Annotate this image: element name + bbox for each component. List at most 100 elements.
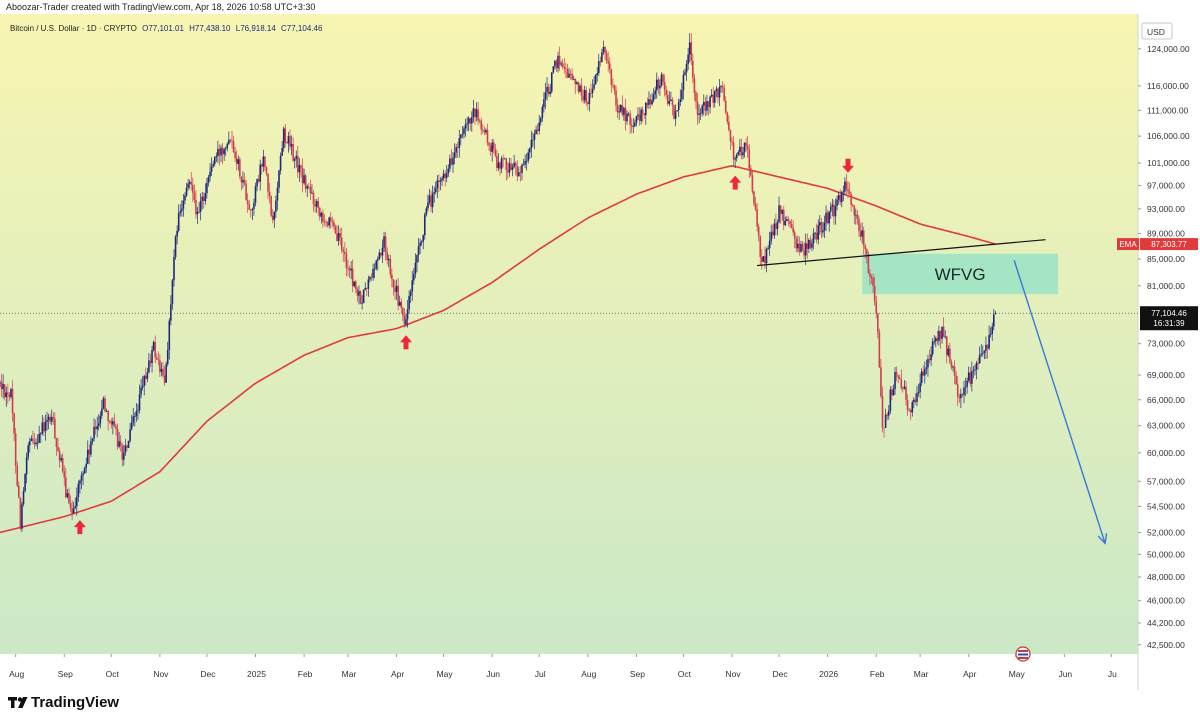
candle [481,124,484,134]
candle [91,438,94,445]
candle [723,83,725,102]
candle [96,416,98,438]
candle [524,154,526,169]
candle [626,110,628,125]
candle [301,158,304,193]
candle [497,153,500,171]
candle [231,130,233,149]
candle [141,376,144,391]
price-tick-label: 44,200.00 [1147,618,1185,628]
candle [105,408,108,413]
chart-credit-header: Aboozar-Trader created with TradingView.… [0,0,1200,14]
candle [3,384,6,401]
candle [886,412,889,421]
candle [137,404,139,420]
candle [148,352,150,374]
candle [955,370,957,385]
candle [790,218,793,229]
candle [30,435,33,442]
price-axis[interactable]: 124,000.00 116,000.00 111,000.00 106,000.00… [1138,44,1190,650]
candle [591,79,594,98]
candle [938,325,940,346]
candle [282,126,285,152]
candle [108,420,111,424]
currency-badge[interactable]: USD [1141,22,1173,40]
candle [430,190,432,213]
candle [82,470,84,486]
candle [239,156,241,180]
candle [963,380,965,404]
wfvg-zone-box[interactable] [862,253,1059,295]
candle [66,489,69,499]
candle [356,287,359,302]
candle [754,197,757,212]
price-tick-label: 85,000.00 [1147,254,1185,264]
candle [982,345,984,357]
candle [461,125,464,139]
candle [88,444,91,465]
candle [262,149,265,172]
candle [456,142,459,158]
candle [660,72,663,88]
candle [43,417,45,437]
trendline[interactable] [757,239,1046,267]
candle [532,132,534,147]
candle [739,138,741,156]
candle [380,252,382,258]
candle [361,295,363,310]
candle [60,454,62,463]
candle [665,85,667,99]
candle [50,409,53,426]
candle [13,412,15,442]
candle [134,412,136,427]
candle [251,207,254,221]
candle [634,119,636,128]
candle [80,471,83,490]
candle [408,290,410,314]
time-tick-label: Feb [298,669,313,679]
price-tick-label: 52,000.00 [1147,527,1185,537]
candle [337,225,340,246]
candle [271,208,274,224]
candle [392,279,395,296]
candle [32,430,34,445]
candle [971,361,973,392]
candle [822,221,824,237]
projection-arrow[interactable] [1013,260,1106,544]
candle [439,177,442,191]
candle [856,210,859,225]
candle [690,33,693,66]
candle [315,199,318,213]
ema-line[interactable] [0,165,996,534]
candle [229,138,232,143]
candle [245,179,247,201]
candle [757,223,760,242]
candle [913,397,915,409]
candle [582,89,584,104]
candle [648,91,650,110]
candle [279,152,282,175]
candle [618,104,620,121]
candle [638,107,641,126]
candle [775,213,777,236]
candle [579,83,581,93]
candle [870,274,873,284]
candle [25,452,28,484]
candle [21,501,23,533]
time-axis-background[interactable] [0,654,1138,690]
candle [944,330,946,339]
candle [102,396,105,410]
candle [800,240,802,253]
candle [594,74,597,85]
candle [143,374,146,396]
candle [168,318,171,360]
candle [643,112,646,119]
candle [475,102,478,122]
time-axis[interactable]: Aug Sep Oct Nov Dec 2025 Feb Mar Apr May Jun Jul Aug… [9,654,1117,679]
candle [518,166,520,177]
candle [696,92,699,125]
candle [960,388,962,408]
price-chart[interactable]: Bitcoin / U.S. Dollar · 1D · CRYPTO O77,… [0,14,1200,690]
flag-icon[interactable] [1015,646,1031,662]
price-axis-background[interactable] [1138,14,1200,654]
